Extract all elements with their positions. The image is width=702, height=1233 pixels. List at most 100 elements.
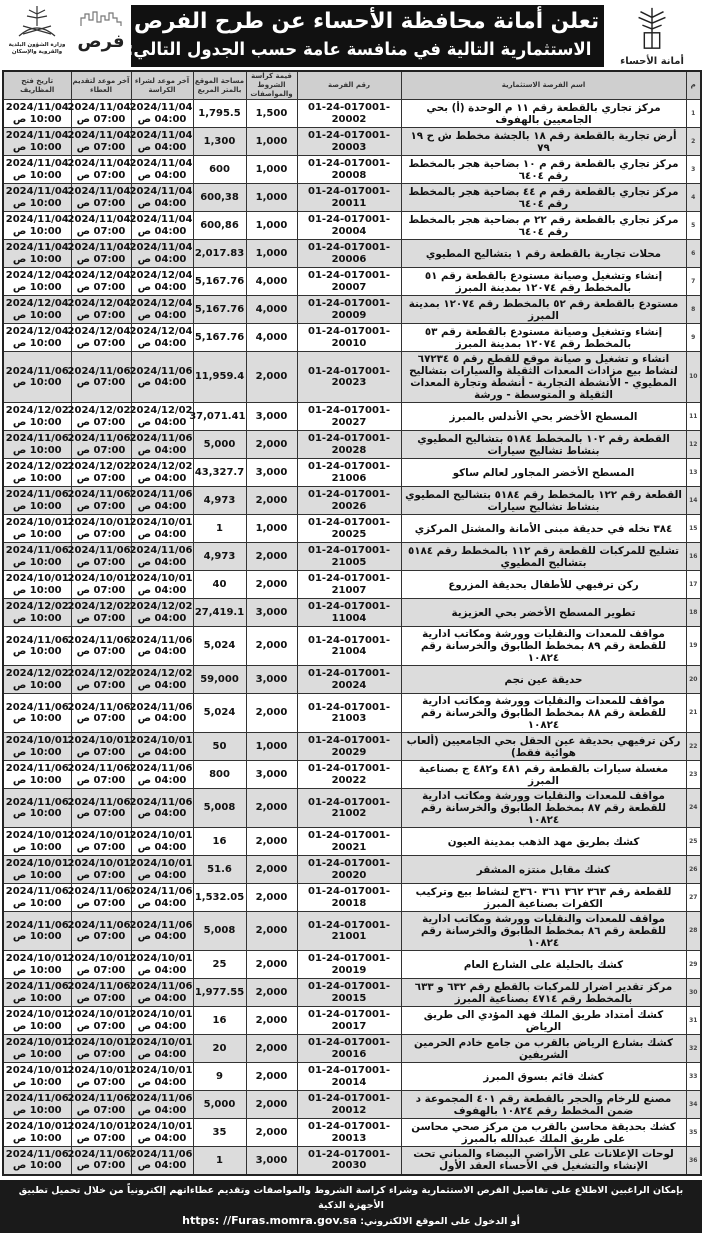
booklet-fee: 3,000	[245, 665, 298, 694]
site-area: 1,532.05	[192, 883, 247, 912]
date-value: 2024/10/01	[5, 1037, 69, 1048]
time-value: 04:00 ص	[137, 556, 187, 568]
announcement-banner: تعلن أمانة محافظة الأحساء عن طرح الفرص ا…	[131, 5, 604, 67]
purchase-deadline: 2024/11/06 04:00 ص	[130, 1146, 194, 1175]
time-value: 04:00 ص	[137, 1020, 187, 1032]
envelope-opening-date: 2024/11/06 10:00 ص	[2, 430, 72, 459]
time-value: 04:00 ص	[137, 309, 187, 321]
opportunity-number: 01-24-017001-21002	[296, 788, 402, 828]
time-value: 07:00 ص	[76, 992, 126, 1004]
table-row: 2 أرض تجارية بالقطعة رقم ١٨ بالجشة مخطط ش…	[2, 127, 702, 156]
envelope-opening-date: 2024/11/06 10:00 ص	[2, 1146, 72, 1175]
time-value: 04:00 ص	[137, 225, 187, 237]
opportunity-number: 01-24-017001-20024	[296, 665, 402, 694]
site-area: 27,419.1	[192, 598, 247, 627]
col-header-area: مساحة الموقع بالمتر المربع	[192, 70, 247, 100]
table-row: 9 إنشاء وتشغيل وصيانة مستودع بالقطعة رقم …	[2, 323, 702, 352]
opportunity-name: انشاء و تشغيل و صيانة موقع للقطع رقم ٥ ٦…	[400, 351, 687, 403]
site-area: 11,959.4	[192, 351, 247, 403]
time-value: 07:00 ص	[76, 377, 126, 388]
envelope-opening-date: 2024/11/06 10:00 ص	[2, 911, 72, 951]
row-number: 25	[685, 827, 702, 856]
time-value: 04:00 ص	[137, 1104, 187, 1116]
opportunity-number: 01-24-017001-20027	[296, 402, 402, 431]
ad-header: أمانة الأحساء تعلن أمانة محافظة الأحساء …	[0, 0, 702, 70]
date-value: 2024/11/06	[67, 365, 131, 377]
date-value: 2024/11/04	[5, 214, 69, 225]
submit-deadline: 2024/10/01 07:00 ص	[68, 827, 132, 856]
website-link[interactable]: https: //Furas.momra.gov.sa	[182, 1213, 357, 1227]
booklet-fee: 2,000	[245, 1034, 298, 1063]
date-value: 2024/11/06	[129, 545, 193, 556]
time-value: 10:00 ص	[12, 869, 62, 881]
envelope-opening-date: 2024/11/06 10:00 ص	[2, 542, 72, 571]
booklet-fee: 2,000	[245, 1062, 298, 1091]
date-value: 2024/11/04	[129, 186, 193, 197]
envelope-opening-date: 2024/10/01 10:00 ص	[2, 1034, 72, 1063]
booklet-fee: 1,000	[245, 183, 298, 212]
col-header-num: م	[685, 70, 702, 100]
date-value: 2024/11/04	[129, 242, 193, 253]
purchase-deadline: 2024/11/06 04:00 ص	[129, 486, 194, 515]
date-value: 2024/11/06	[5, 489, 69, 500]
date-value: 2024/10/01	[5, 858, 69, 869]
date-value: 2024/11/04	[5, 130, 69, 141]
time-value: 10:00 ص	[12, 1160, 62, 1172]
envelope-opening-date: 2024/12/04 10:00 ص	[2, 295, 72, 324]
opportunity-name: مواقف للمعدات والنقليات وورشة ومكاتب ادا…	[400, 693, 687, 733]
opportunity-number: 01-24-017001-20006	[296, 239, 402, 268]
purchase-deadline: 2024/11/04 04:00 ص	[129, 183, 194, 212]
date-value: 2024/11/06	[129, 489, 193, 500]
table-row: 13 المسطح الأخضر المجاور لعالم ساكو 01-24-…	[2, 458, 702, 487]
envelope-opening-date: 2024/11/06 10:00 ص	[2, 978, 72, 1007]
purchase-deadline: 2024/12/04 04:00 ص	[130, 295, 194, 324]
table-row: 20 حديقة عين نجم 01-24-017001-20024 3,000 59…	[2, 665, 702, 694]
submit-deadline: 2024/11/04 07:00 ص	[68, 211, 132, 240]
envelope-opening-date: 2024/10/01 10:00 ص	[2, 827, 72, 856]
opportunity-number: 01-24-017001-20029	[296, 732, 402, 761]
time-value: 07:00 ص	[76, 556, 126, 568]
time-value: 10:00 ص	[12, 1104, 62, 1116]
opportunity-number: 01-24-017001-21007	[296, 570, 402, 599]
site-area: 43,327.7	[192, 458, 247, 487]
date-value: 2024/12/04	[5, 298, 69, 309]
booklet-fee: 2,000	[245, 626, 298, 666]
time-value: 04:00 ص	[137, 612, 187, 624]
purchase-deadline: 2024/10/01 04:00 ص	[130, 570, 194, 599]
time-value: 04:00 ص	[137, 931, 187, 942]
opportunity-number: 01-24-017001-20025	[296, 514, 402, 543]
purchase-deadline: 2024/11/06 04:00 ص	[129, 978, 194, 1007]
date-value: 2024/10/01	[67, 517, 131, 528]
table-row: 34 مصنع للرخام والحجر بالقطعة رقم ٤٠١ الم…	[2, 1090, 702, 1119]
row-number: 21	[685, 693, 702, 733]
booklet-fee: 2,000	[245, 430, 298, 459]
envelope-opening-date: 2024/11/06 10:00 ص	[2, 351, 72, 403]
date-value: 2024/10/01	[67, 953, 131, 964]
purchase-deadline: 2024/11/04 04:00 ص	[130, 211, 194, 240]
table-row: 24 مواقف للمعدات والنقليات وورشة ومكاتب ا…	[2, 788, 702, 828]
row-number: 5	[685, 211, 702, 240]
site-area: 51.6	[192, 855, 247, 884]
date-value: 2024/10/01	[129, 735, 193, 746]
time-value: 10:00 ص	[12, 1132, 62, 1144]
opportunity-name: كشك أمتداد طريق الملك فهد المؤدي الى طري…	[400, 1006, 687, 1035]
opportunity-name: مركز تجاري بالقطعة رقم م ١٠ بضاحية هجر ب…	[400, 155, 687, 184]
submit-deadline: 2024/10/01 07:00 ص	[67, 950, 132, 979]
envelope-opening-date: 2024/10/01 10:00 ص	[2, 855, 72, 884]
time-value: 04:00 ص	[137, 713, 187, 724]
date-value: 2024/11/04	[5, 102, 69, 113]
opportunity-name: المسطح الأخضر بحي الأندلس بالمبرز	[400, 402, 687, 431]
envelope-opening-date: 2024/11/04 10:00 ص	[2, 211, 72, 240]
opportunity-name: مركز تقدير اضرار للمركبات بالقطع رقم ٦٣٢…	[400, 978, 687, 1007]
table-row: 36 لوحات الإعلانات على الأراضي البيضاء وا…	[2, 1146, 702, 1175]
date-value: 2024/10/01	[67, 1009, 131, 1020]
time-value: 10:00 ص	[12, 612, 62, 624]
date-value: 2024/10/01	[67, 1065, 131, 1076]
purchase-deadline: 2024/11/06 04:00 ص	[130, 883, 194, 912]
time-value: 10:00 ص	[12, 141, 62, 153]
date-value: 2024/11/06	[129, 981, 193, 992]
opportunity-number: 01-24-017001-20023	[296, 351, 402, 403]
opportunity-name: تشليح للمركبات للقطعة رقم ١١٢ بالمخطط رق…	[400, 542, 687, 571]
date-value: 2024/10/01	[129, 1009, 193, 1020]
opportunities-table: م اسم الفرصة الاستثمارية رقم الفرصة قيمة…	[2, 70, 702, 1176]
